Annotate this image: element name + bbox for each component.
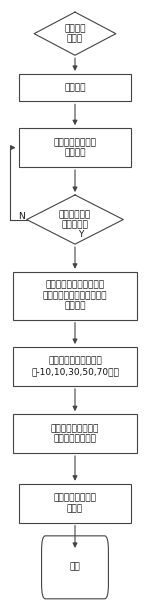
Polygon shape — [27, 195, 123, 244]
FancyBboxPatch shape — [19, 128, 131, 167]
Text: 调整温度至各个采样点
（-10,10,30,50,70等）: 调整温度至各个采样点 （-10,10,30,50,70等） — [31, 357, 119, 376]
FancyBboxPatch shape — [42, 536, 108, 599]
Text: 调节设置参数使输出
最为接近常温情况: 调节设置参数使输出 最为接近常温情况 — [51, 424, 99, 444]
FancyBboxPatch shape — [13, 272, 137, 320]
Text: 校准后结果是
否满足要求: 校准后结果是 否满足要求 — [59, 210, 91, 229]
Text: 结束: 结束 — [70, 563, 80, 572]
FancyBboxPatch shape — [13, 414, 137, 453]
FancyBboxPatch shape — [13, 347, 137, 386]
Text: 校准、补
偿开始: 校准、补 偿开始 — [64, 24, 86, 43]
Text: 根据实际数值拟合
校准公式: 根据实际数值拟合 校准公式 — [54, 138, 96, 157]
FancyBboxPatch shape — [19, 484, 131, 523]
Text: N: N — [18, 212, 25, 221]
Text: 记录数据并拟合补
偿公式: 记录数据并拟合补 偿公式 — [54, 493, 96, 513]
Text: 记录常温输出（发射光功
率，接收光功率，消光比、
交叉点）: 记录常温输出（发射光功 率，接收光功率，消光比、 交叉点） — [43, 281, 107, 311]
Text: 参数读取: 参数读取 — [64, 83, 86, 92]
FancyBboxPatch shape — [19, 74, 131, 102]
Text: Y: Y — [78, 230, 83, 239]
Polygon shape — [34, 12, 116, 55]
